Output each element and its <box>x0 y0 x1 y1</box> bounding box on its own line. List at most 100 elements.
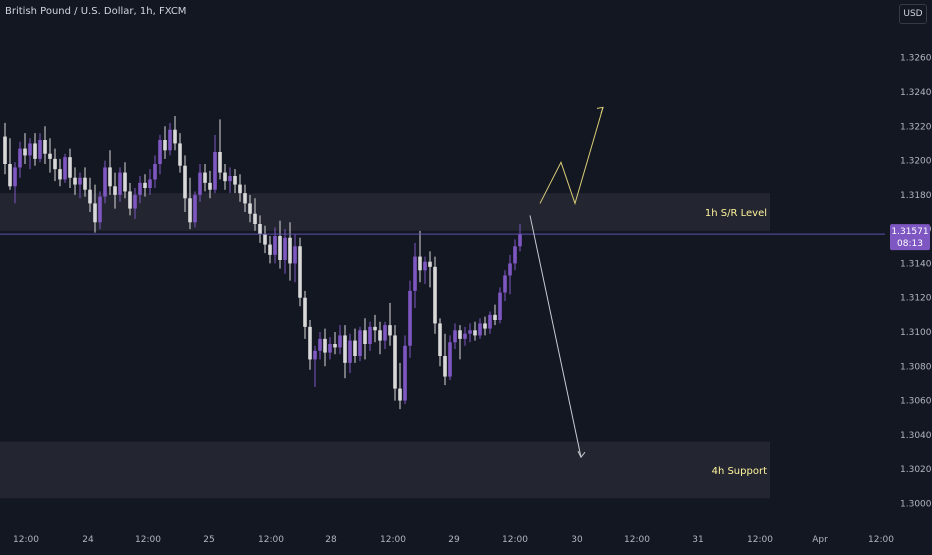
x-tick-label: Apr <box>812 535 828 545</box>
candle-body <box>358 330 362 356</box>
candle-body <box>303 297 307 327</box>
y-tick-label: 1.31400 <box>900 259 932 269</box>
bearish-projection-path[interactable] <box>529 215 582 458</box>
candle-body <box>138 182 142 195</box>
candle-body <box>93 203 97 223</box>
y-tick-label: 1.32400 <box>900 88 932 98</box>
candle-body <box>243 193 247 204</box>
candle-body <box>158 140 162 164</box>
candle-body <box>348 340 352 363</box>
candle-body <box>193 194 197 223</box>
candle-body <box>58 169 62 180</box>
y-tick-label: 1.32600 <box>900 54 932 64</box>
candle-body <box>363 330 367 344</box>
candle-body <box>353 340 357 356</box>
bearish-arrow-head <box>577 450 586 459</box>
candle-body <box>118 172 122 195</box>
candle-body <box>38 140 42 159</box>
candle-body <box>423 261 427 271</box>
candle-body <box>378 330 382 341</box>
candle-body <box>8 164 12 187</box>
candle-body <box>163 140 167 151</box>
currency-button[interactable]: USD <box>899 4 927 24</box>
candle-body <box>453 330 457 343</box>
price-tag-price: 1.31571 <box>891 227 928 237</box>
candle-body <box>288 237 292 264</box>
support-zone[interactable] <box>0 441 770 499</box>
candle-body <box>388 325 392 336</box>
candle-body <box>458 330 462 339</box>
candle-body <box>198 172 202 195</box>
candle-body <box>498 292 502 320</box>
candle-body <box>383 325 387 341</box>
y-tick-label: 1.30200 <box>900 465 932 475</box>
y-tick-label: 1.31800 <box>900 191 932 201</box>
candle-body <box>43 140 47 154</box>
candle-body <box>213 152 217 190</box>
y-tick-label: 1.30800 <box>900 362 932 372</box>
candle-body <box>483 323 487 329</box>
bullish-projection-path[interactable] <box>539 107 604 206</box>
candle-body <box>178 143 182 166</box>
candle-body <box>253 213 257 224</box>
x-tick-label: 25 <box>203 535 214 545</box>
y-tick-label: 1.30400 <box>900 431 932 441</box>
y-tick-label: 1.32000 <box>900 157 932 167</box>
candle-body <box>368 326 372 344</box>
candle-body <box>418 256 422 271</box>
candle-body <box>343 335 347 363</box>
candle-body <box>238 184 242 194</box>
candle-body <box>103 167 107 197</box>
candle-body <box>98 196 102 223</box>
candle-body <box>413 256 417 291</box>
candle-body <box>273 236 277 255</box>
candle-body <box>143 182 147 188</box>
candle-body <box>33 143 37 159</box>
candle-body <box>23 148 27 156</box>
candle-body <box>503 275 507 293</box>
candle-body <box>513 246 517 264</box>
candle-body <box>73 177 77 185</box>
candle-body <box>373 326 377 331</box>
bullish-arrow-head <box>596 106 604 114</box>
candle-body <box>123 172 127 192</box>
candle-body <box>433 266 437 324</box>
x-tick-label: 12:00 <box>135 535 161 545</box>
y-tick-label: 1.31000 <box>900 328 932 338</box>
candle-body <box>488 314 492 329</box>
candle-body <box>258 224 262 235</box>
candle-body <box>463 333 467 339</box>
candle-body <box>3 136 7 164</box>
x-tick-label: 12:00 <box>868 535 894 545</box>
y-tick-label: 1.32200 <box>900 122 932 132</box>
y-tick-label: 1.31200 <box>900 294 932 304</box>
candle-body <box>148 179 152 188</box>
candle-body <box>263 234 267 245</box>
candle-body <box>208 182 212 190</box>
x-tick-label: 12:00 <box>13 535 39 545</box>
candle-body <box>83 177 87 190</box>
candle-body <box>468 330 472 334</box>
price-tag <box>890 224 930 251</box>
candle-body <box>68 157 72 178</box>
symbol-title: British Pound / U.S. Dollar, 1h, FXCM <box>5 6 187 17</box>
x-tick-label: 29 <box>448 535 460 545</box>
candle-body <box>233 176 237 185</box>
candle-body <box>283 237 287 260</box>
candle-body <box>203 172 207 183</box>
candle-body <box>323 338 327 353</box>
candle-body <box>493 314 497 320</box>
candle-body <box>318 338 322 351</box>
candle-body <box>133 194 137 209</box>
candle-body <box>108 167 112 187</box>
candle-body <box>308 326 312 360</box>
candle-body <box>398 388 402 401</box>
candle-body <box>78 177 82 185</box>
x-tick-label: 31 <box>692 535 703 545</box>
candle-body <box>518 234 522 247</box>
x-tick-label: 12:00 <box>502 535 528 545</box>
candle-body <box>403 345 407 401</box>
candle-body <box>13 167 17 187</box>
